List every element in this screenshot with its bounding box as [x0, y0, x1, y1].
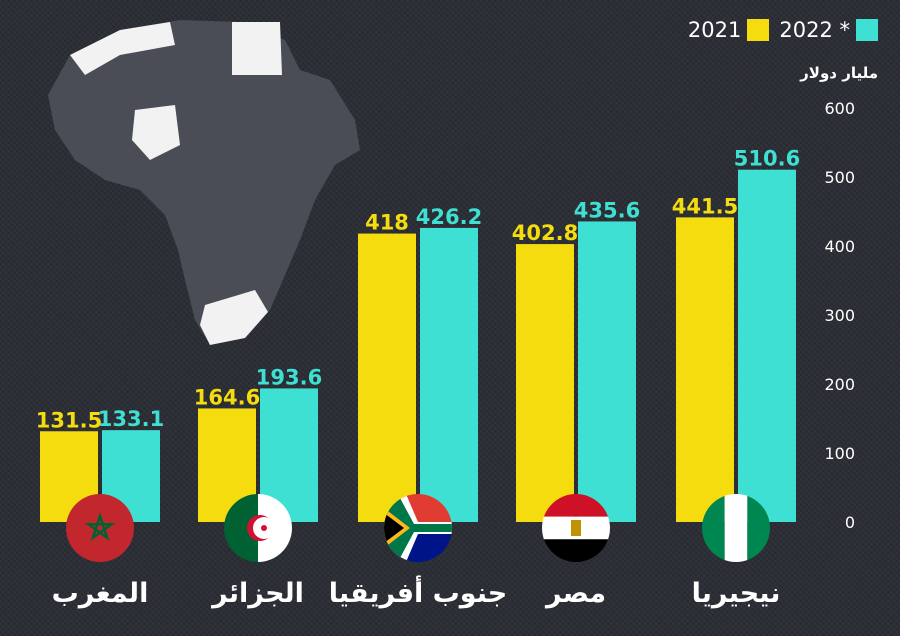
legend-label-2021: 2021 [687, 18, 742, 42]
bar-2021 [676, 217, 734, 523]
legend-item-2022: 2022 * [779, 18, 878, 42]
data-label-2021: 418 [365, 211, 409, 235]
category-label: الجزائر [210, 578, 304, 609]
data-label-2022: 426.2 [416, 205, 482, 229]
y-tick-label: 0 [845, 513, 855, 532]
y-tick-label: 300 [824, 306, 855, 325]
south-africa-flag-icon [384, 494, 452, 562]
legend-item-2021: 2021 [687, 18, 770, 42]
data-label-2022: 510.6 [734, 147, 800, 171]
africa-map-icon [48, 20, 360, 345]
bar-2021 [358, 233, 416, 522]
morocco-flag-icon [66, 494, 134, 562]
bar-2022 [420, 227, 478, 522]
data-label-2021: 164.6 [194, 385, 260, 409]
data-label-2021: 441.5 [672, 194, 738, 218]
category-label: مصر [544, 578, 606, 609]
egypt-flag-icon [542, 494, 610, 562]
y-tick-label: 400 [824, 237, 855, 256]
data-label-2021: 402.8 [512, 221, 578, 245]
bar-2021 [516, 244, 574, 522]
legend-swatch-2021 [747, 19, 770, 41]
legend-swatch-2022 [856, 19, 878, 41]
data-label-2021: 131.5 [36, 408, 102, 432]
bar-2022 [738, 169, 796, 522]
legend: 2021 2022 * [688, 18, 878, 42]
data-label-2022: 435.6 [574, 198, 640, 222]
y-tick-label: 600 [824, 99, 855, 118]
category-label: نيجيريا [692, 578, 781, 609]
category-label: المغرب [52, 578, 149, 609]
bar-2022 [578, 221, 636, 522]
legend-label-2022: 2022 * [779, 18, 850, 42]
unit-label: مليار دولار [800, 64, 878, 82]
algeria-flag-icon [224, 494, 292, 562]
y-tick-label: 200 [824, 375, 855, 394]
category-label: جنوب أفريقيا [329, 575, 507, 609]
nigeria-flag-icon [702, 494, 770, 562]
y-tick-label: 100 [824, 444, 855, 463]
data-label-2022: 133.1 [98, 407, 164, 431]
y-tick-label: 500 [824, 168, 855, 187]
data-label-2022: 193.6 [256, 365, 322, 389]
